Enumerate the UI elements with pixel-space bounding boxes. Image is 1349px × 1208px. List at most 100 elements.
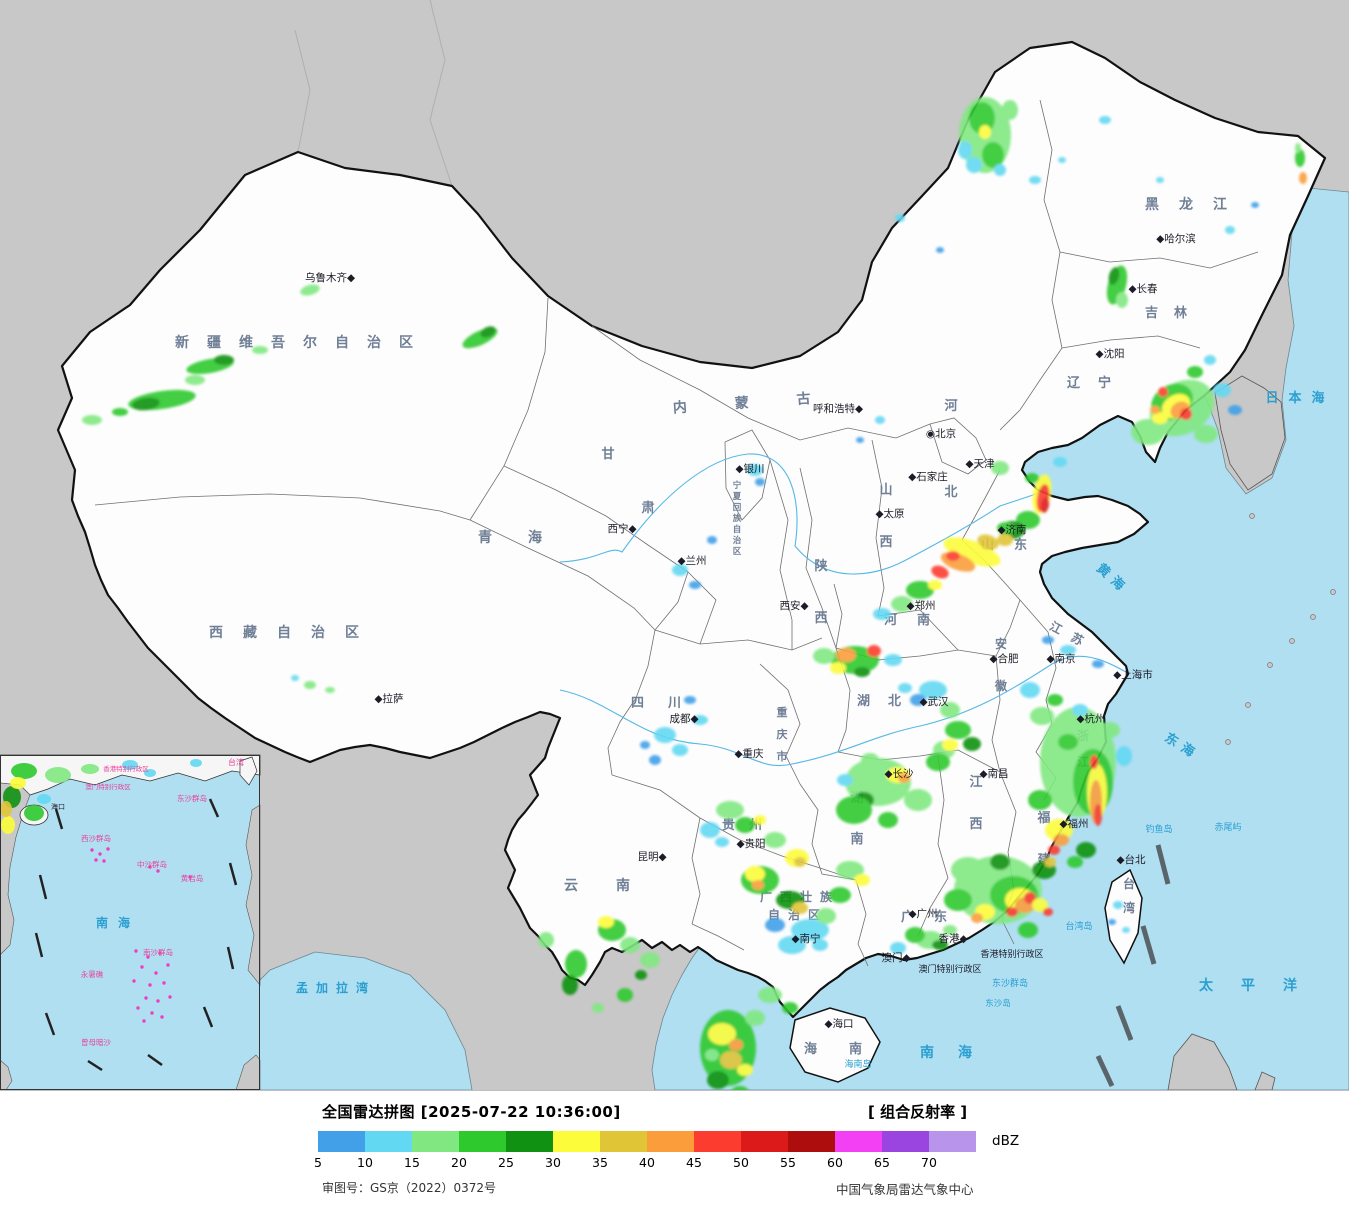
radar-echo — [82, 415, 102, 425]
radar-echo — [1044, 857, 1056, 867]
province-border-line — [94, 493, 471, 521]
city-label: ◆武汉 — [919, 695, 949, 708]
colorbar-segment — [459, 1131, 506, 1152]
radar-echo — [990, 854, 1010, 870]
radar-echo — [1076, 842, 1096, 858]
radar-echo — [592, 1003, 604, 1013]
colorbar-tick: 60 — [827, 1155, 843, 1170]
province-border-line — [991, 655, 1001, 773]
province-border-line — [855, 879, 869, 967]
radar-echo — [672, 744, 688, 756]
city-label: ◆沈阳 — [1095, 347, 1124, 360]
radar-echo — [1108, 919, 1116, 925]
radar-echo — [895, 214, 905, 222]
luzon-island — [1167, 1033, 1238, 1090]
inset-boundary-dash — [228, 862, 238, 886]
radar-echo — [1099, 116, 1111, 124]
colorbar-tick: 10 — [357, 1155, 373, 1170]
inset-label: 永暑礁 — [81, 969, 104, 979]
inset-label: 中沙群岛 — [137, 859, 167, 869]
radar-echo — [325, 687, 335, 693]
province-border-line — [724, 429, 771, 521]
radar-echo — [791, 919, 829, 941]
korea-peninsula — [1214, 375, 1286, 491]
province-label: 陕西 — [814, 558, 828, 626]
radar-echo — [758, 987, 782, 1003]
inset-island-dot — [94, 858, 98, 862]
boundary-dash — [1155, 844, 1171, 885]
inset-boundary-dash — [54, 808, 64, 830]
radar-echo — [538, 932, 554, 948]
radar-echo — [997, 522, 1015, 534]
small-island — [1245, 702, 1251, 708]
radar-echo — [1067, 856, 1083, 868]
radar-echo — [910, 694, 926, 706]
radar-echo — [1043, 908, 1053, 916]
province-border-line — [691, 817, 701, 925]
radar-echo — [620, 937, 640, 953]
foreign-border-line — [429, 0, 453, 187]
inset-island-dot — [90, 848, 94, 852]
radar-echo — [1029, 176, 1041, 184]
sea-label: 太平洋 — [1199, 977, 1325, 994]
city-label: ◆南宁 — [791, 932, 820, 945]
inset-frame — [0, 755, 260, 1090]
radar-echo — [944, 889, 972, 911]
inset-island-dot — [158, 951, 162, 955]
inset-island-dot — [154, 971, 158, 975]
city-label: ◆兰州 — [677, 554, 706, 567]
radar-echo — [926, 753, 950, 771]
radar-echo — [943, 537, 1001, 567]
province-border-line — [995, 599, 1021, 657]
province-label: 云南 — [564, 877, 668, 894]
radar-echo — [904, 789, 932, 811]
radar-echo — [689, 581, 701, 589]
colorbar-segment — [694, 1131, 741, 1152]
radar-echo — [1113, 901, 1123, 909]
inset-island-dot — [168, 995, 172, 999]
sea-label: 孟加拉湾 — [296, 980, 376, 995]
radar-echo — [1048, 845, 1060, 855]
colorbar-segment — [318, 1131, 365, 1152]
province-label: 广东 — [901, 909, 967, 925]
radar-echo — [185, 375, 205, 385]
city-label: ◆长春 — [1128, 283, 1158, 295]
radar-echo — [856, 437, 864, 443]
inset-island-dot — [136, 1006, 140, 1010]
province-label: 河南 — [884, 612, 950, 628]
inset-borneo — [235, 1054, 261, 1090]
china-territory — [56, 40, 1327, 1019]
radar-echo — [890, 942, 906, 954]
sea-label: 赤尾屿 — [1214, 822, 1241, 833]
radar-echo — [720, 1051, 742, 1069]
radar-echo — [979, 125, 991, 139]
colorbar-segment — [506, 1131, 553, 1152]
radar-echo — [1251, 202, 1259, 208]
inset-radar-echo — [81, 764, 99, 774]
inset-radar-echo — [0, 801, 12, 817]
radar-echo — [1042, 636, 1054, 644]
radar-echo — [969, 102, 995, 134]
radar-echo — [1040, 497, 1050, 513]
radar-echo — [300, 284, 320, 296]
foreign-border-line — [294, 29, 311, 153]
inset-boundary-dash — [147, 1053, 163, 1067]
city-label: ◆海口 — [824, 1017, 853, 1030]
province-border-line — [611, 774, 701, 819]
bay-of-bengal — [229, 951, 473, 1090]
city-label: 香港特别行政区 — [980, 948, 1043, 960]
city-label: ◆南京 — [1046, 652, 1075, 665]
radar-echo — [565, 950, 587, 978]
inset-boundary-dash — [202, 1006, 214, 1028]
city-label: ◆银川 — [735, 462, 764, 475]
radar-echo — [861, 753, 879, 767]
inset-island-dot — [98, 852, 102, 856]
province-label: 湖北 — [857, 694, 919, 709]
radar-echo — [692, 715, 708, 725]
sea-label: 日本海 — [1265, 390, 1334, 406]
radar-echo — [214, 355, 234, 365]
radar-echo — [982, 142, 1004, 168]
